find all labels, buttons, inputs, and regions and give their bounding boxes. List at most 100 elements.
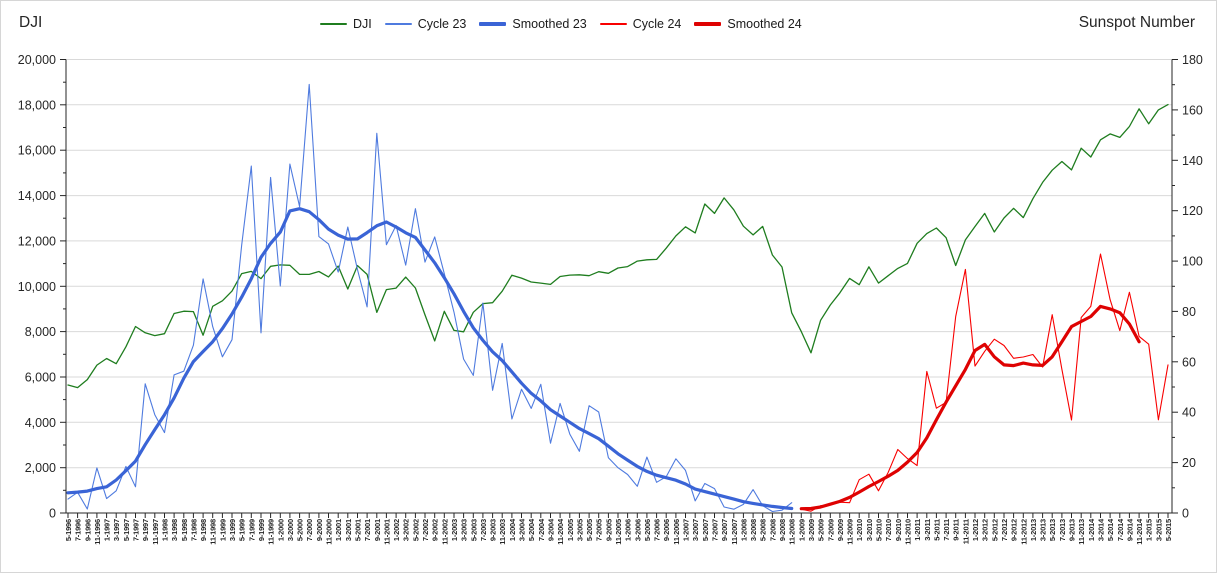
- x-axis-tick-label: 7-1999: [247, 519, 256, 541]
- x-axis-tick-label: 3-1998: [170, 519, 179, 541]
- x-axis-tick-label: 5-2000: [296, 519, 305, 541]
- x-axis-tick-label: 1-2014: [1087, 518, 1096, 541]
- x-axis-tick-label: 7-2008: [768, 519, 777, 541]
- x-axis-tick-label: 1-2011: [913, 519, 922, 541]
- x-axis-tick-label: 3-1999: [228, 519, 237, 541]
- x-axis-tick-label: 5-2001: [354, 519, 363, 541]
- x-axis-tick-label: 3-2015: [1154, 519, 1163, 541]
- x-axis-tick-label: 11-1997: [151, 519, 160, 545]
- x-axis-tick-label: 11-2003: [498, 519, 507, 545]
- right-axis-tick-label: 80: [1182, 305, 1196, 319]
- x-axis-tick-label: 7-1997: [132, 519, 141, 541]
- x-axis-tick-label: 1-2009: [797, 519, 806, 541]
- right-axis-tick-label: 100: [1182, 255, 1203, 269]
- x-axis-tick-label: 7-2010: [884, 519, 893, 541]
- x-axis-tick-label: 9-2008: [778, 519, 787, 541]
- x-axis-tick-label: 5-2007: [701, 519, 710, 541]
- x-axis-tick-label: 5-1999: [238, 519, 247, 541]
- x-axis-tick-label: 11-2012: [1019, 519, 1028, 545]
- left-axis-tick-label: 18,000: [18, 98, 56, 112]
- x-axis-tick-label: 7-2009: [826, 519, 835, 541]
- left-axis-tick-label: 20,000: [18, 53, 56, 67]
- x-axis-tick-label: 7-1996: [74, 519, 83, 541]
- x-axis-tick-label: 3-2011: [923, 519, 932, 541]
- x-axis-tick-label: 7-2011: [942, 519, 951, 541]
- x-axis-tick-label: 7-2000: [305, 519, 314, 541]
- x-axis-tick-label: 3-2012: [981, 519, 990, 541]
- x-axis-tick-label: 3-2014: [1097, 518, 1106, 541]
- legend-swatch-smoothed-24: [694, 22, 722, 26]
- series-smoothed-24-line: [799, 304, 1141, 511]
- x-axis-tick-label: 3-2008: [749, 519, 758, 541]
- x-axis-tick-label: 3-1997: [112, 519, 121, 541]
- x-axis-tick-label: 11-2008: [788, 519, 797, 545]
- x-axis-tick-label: 7-1998: [189, 519, 198, 541]
- legend-item-cycle-23: Cycle 23: [384, 17, 467, 31]
- chart-legend: DJI Cycle 23 Smoothed 23 Cycle 24 Smoothed 2…: [320, 17, 802, 31]
- x-axis-tick-label: 1-1997: [103, 519, 112, 541]
- series-cycle-24-line: [800, 253, 1169, 512]
- legend-label-dji: DJI: [353, 17, 372, 31]
- x-axis-tick-label: 7-2006: [653, 519, 662, 541]
- x-axis-tick-label: 7-2014: [1116, 518, 1125, 541]
- x-axis-tick-label: 3-2002: [402, 519, 411, 541]
- x-axis-tick-label: 3-2005: [575, 519, 584, 541]
- x-axis-tick-label: 3-2000: [286, 519, 295, 541]
- x-axis-tick-label: 11-2000: [325, 519, 334, 545]
- x-axis-tick-label: 7-2012: [1000, 519, 1009, 541]
- x-axis-tick-label: 11-2009: [846, 519, 855, 545]
- x-axis-tick-label: 5-2005: [585, 519, 594, 541]
- x-axis-tick-label: 5-2006: [643, 519, 652, 541]
- x-axis-tick-label: 7-2004: [537, 518, 546, 541]
- legend-item-smoothed-24: Smoothed 24: [694, 17, 802, 31]
- x-axis-tick-label: 9-2004: [547, 518, 556, 541]
- left-axis-tick-label: 2,000: [25, 461, 56, 475]
- right-axis-tick-label: 140: [1182, 154, 1203, 168]
- x-axis-tick-label: 9-2011: [952, 519, 961, 541]
- x-axis-tick-label: 5-2004: [527, 518, 536, 541]
- x-axis-tick-label: 3-2010: [865, 519, 874, 541]
- x-axis-tick-label: 1-2008: [739, 519, 748, 541]
- x-axis-tick-label: 1-1999: [218, 519, 227, 541]
- x-axis-tick-label: 5-2002: [411, 519, 420, 541]
- x-axis-tick-label: 1-2003: [450, 519, 459, 541]
- x-axis-tick-label: 5-1997: [122, 519, 131, 541]
- x-axis-tick-label: 1-2006: [624, 519, 633, 541]
- right-axis-tick-label: 160: [1182, 103, 1203, 117]
- left-axis-tick-label: 12,000: [18, 234, 56, 248]
- x-axis-tick-label: 11-2011: [961, 519, 970, 544]
- x-axis-tick-label: 3-2007: [691, 519, 700, 541]
- x-axis-tick-label: 5-2008: [759, 519, 768, 541]
- x-axis-tick-label: 1-2001: [334, 519, 343, 541]
- right-axis-tick-label: 20: [1182, 456, 1196, 470]
- x-axis-tick-label: 5-2009: [817, 519, 826, 541]
- x-axis-tick-label: 1-2002: [392, 519, 401, 541]
- right-axis-tick-label: 0: [1182, 507, 1189, 521]
- legend-label-cycle-23: Cycle 23: [417, 17, 467, 31]
- x-axis-tick-label: 9-1998: [199, 519, 208, 541]
- legend-label-smoothed-23: Smoothed 23: [512, 17, 587, 31]
- x-axis-tick-label: 11-2004: [556, 518, 565, 545]
- x-axis-tick-label: 5-2012: [990, 519, 999, 541]
- x-axis-tick-label: 5-1996: [64, 519, 73, 541]
- x-axis-tick-label: 5-2010: [875, 519, 884, 541]
- x-axis-tick-label: 9-1999: [257, 519, 266, 541]
- left-axis-tick-label: 6,000: [25, 371, 56, 385]
- x-axis-tick-label: 9-2012: [1010, 519, 1019, 541]
- left-axis-title: DJI: [19, 14, 43, 31]
- x-axis-tick-label: 9-2014: [1125, 518, 1134, 541]
- x-axis-tick-label: 11-2002: [440, 519, 449, 545]
- x-axis-tick-label: 9-2000: [315, 519, 324, 541]
- right-axis-tick-label: 120: [1182, 204, 1203, 218]
- x-axis-tick-label: 3-2006: [633, 519, 642, 541]
- x-axis-tick-label: 5-2015: [1164, 519, 1173, 541]
- x-axis-tick-label: 3-2009: [807, 519, 816, 541]
- x-axis-tick-label: 9-2006: [662, 519, 671, 541]
- x-axis-tick-label: 5-2011: [932, 519, 941, 541]
- x-axis-tick-label: 7-2001: [363, 519, 372, 541]
- x-axis-tick-label: 7-2005: [595, 519, 604, 541]
- right-axis-title: Sunspot Number: [1078, 14, 1195, 31]
- x-axis-tick-label: 9-2005: [604, 519, 613, 541]
